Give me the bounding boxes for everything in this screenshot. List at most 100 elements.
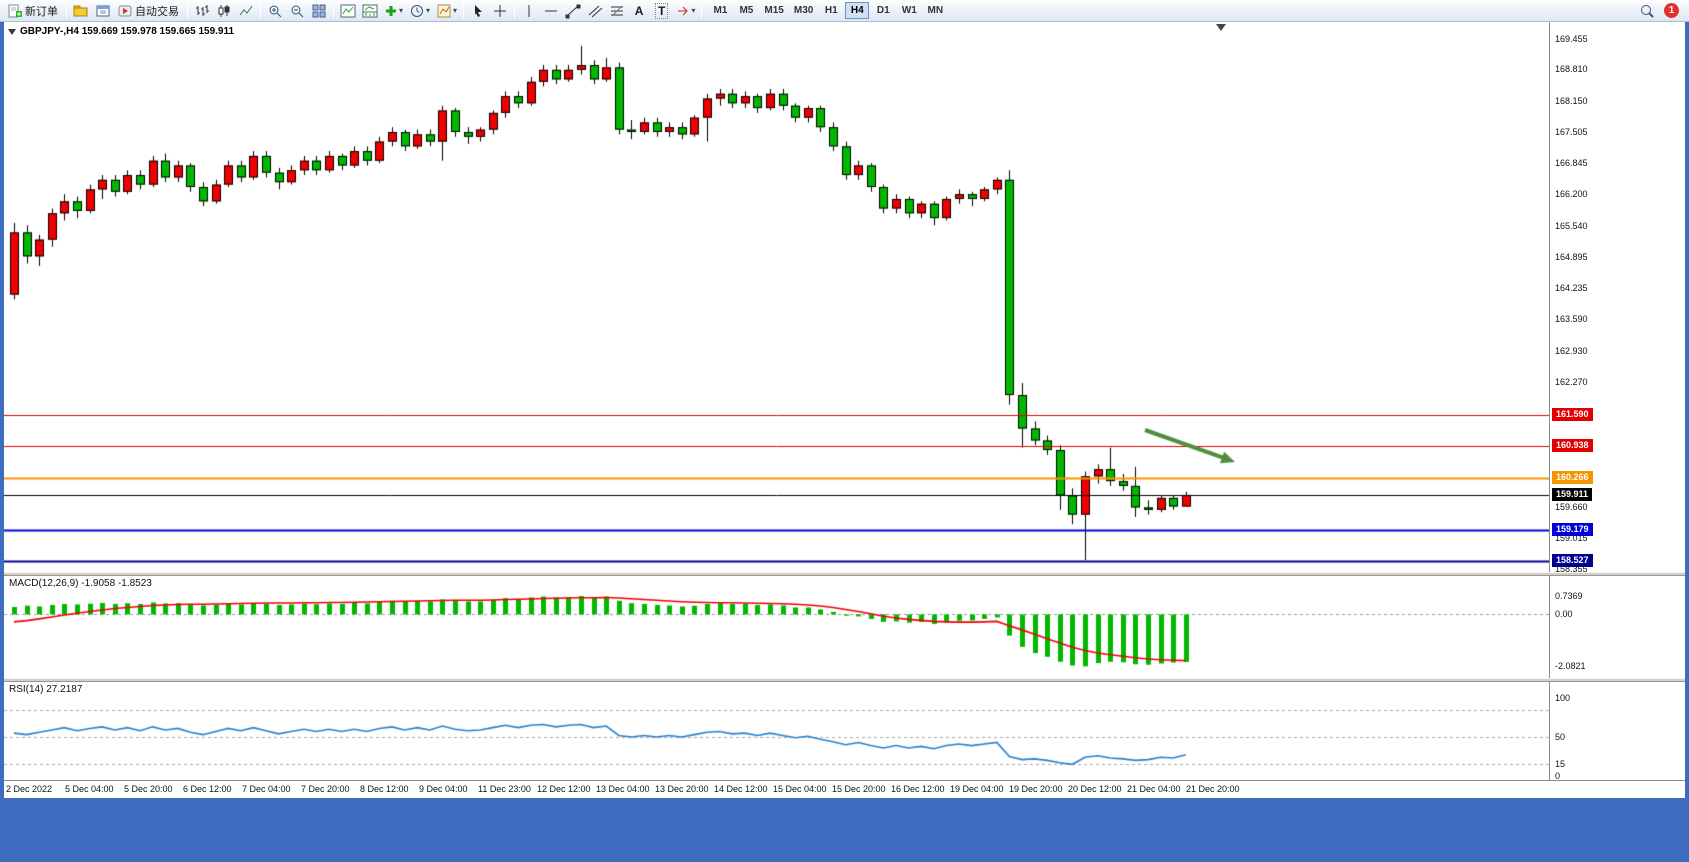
time-axis-label: 15 Dec 04:00 [773, 784, 827, 794]
toolbar-separator [701, 2, 703, 19]
time-axis-label: 19 Dec 04:00 [950, 784, 1004, 794]
timeframe-d1[interactable]: D1 [876, 5, 890, 16]
price-chart-panel: GBPJPY-,H4 159.669 159.978 159.665 159.9… [4, 22, 1685, 575]
line-chart-button[interactable] [235, 1, 257, 21]
time-axis-label: 20 Dec 12:00 [1068, 784, 1122, 794]
price-axis-label: 168.150 [1555, 95, 1588, 106]
autotrading-button[interactable]: 自动交易 [114, 1, 184, 21]
line-chart-icon [239, 5, 253, 15]
add-indicator-button[interactable] [381, 1, 406, 21]
text-icon: A [634, 3, 644, 18]
channel-icon [588, 5, 603, 17]
timeframe-m1[interactable]: M1 [713, 5, 728, 16]
price-axis[interactable]: 169.455 168.810 168.150 167.505 166.845 166.2… [1549, 22, 1685, 575]
price-axis-label: 166.845 [1555, 158, 1588, 169]
vertical-line-icon [528, 4, 530, 17]
indicator-window-button[interactable] [337, 1, 359, 21]
indicator-subwindow-icon [362, 4, 378, 17]
profiles-icon [73, 5, 88, 16]
timeframe-m5[interactable]: M5 [739, 5, 754, 16]
toolbar: 新订单 自动交易 [0, 0, 1689, 22]
zoom-out-button[interactable] [286, 1, 308, 21]
rsi-axis[interactable]: 100 50 15 0 [1549, 682, 1685, 781]
time-axis-label: 14 Dec 12:00 [714, 784, 768, 794]
time-axis-label: 6 Dec 12:00 [183, 784, 232, 794]
timeframe-mn[interactable]: MN [927, 5, 944, 16]
templates-button[interactable] [433, 1, 460, 21]
cursor-button[interactable] [467, 1, 489, 21]
rsi-axis-label: 15 [1555, 759, 1566, 770]
time-axis[interactable]: 2 Dec 2022 5 Dec 04:00 5 Dec 20:00 6 Dec 12… [4, 780, 1685, 798]
channel-button[interactable] [584, 1, 606, 21]
macd-label: MACD(12,26,9) -1.9058 -1.8523 [9, 578, 156, 589]
time-axis-label: 13 Dec 04:00 [596, 784, 650, 794]
crosshair-button[interactable] [489, 1, 511, 21]
horizontal-line-icon [545, 10, 558, 11]
toolbar-separator [66, 2, 67, 19]
panel-resize-separator[interactable] [4, 678, 1685, 682]
search-button[interactable] [1636, 1, 1658, 21]
price-axis-label: 169.455 [1555, 33, 1588, 44]
templates-icon [437, 4, 451, 17]
time-axis-label: 15 Dec 20:00 [832, 784, 886, 794]
price-level-tag: 158.527 [1552, 554, 1593, 568]
candlestick-chart-button[interactable] [213, 1, 235, 21]
toolbar-separator [187, 2, 188, 19]
price-axis-label: 163.590 [1555, 314, 1588, 324]
price-level-tag: 159.179 [1552, 522, 1593, 536]
macd-axis[interactable]: 0.7369 0.00 -2.0821 [1549, 576, 1685, 678]
trendline-button[interactable] [562, 1, 584, 21]
price-axis-label: 158.355 [1555, 564, 1588, 575]
panel-resize-separator[interactable] [4, 572, 1685, 576]
fibonacci-button[interactable] [606, 1, 628, 21]
text-button[interactable]: A [628, 1, 650, 21]
text-label-button[interactable]: T [650, 1, 673, 21]
timeframe-m15[interactable]: M15 [764, 5, 784, 16]
macd-axis-label: 0.7369 [1555, 591, 1583, 602]
toolbar-separator [333, 2, 334, 19]
rsi-canvas[interactable] [4, 682, 1549, 780]
timeframe-m30[interactable]: M30 [793, 5, 814, 16]
rsi-axis-label: 50 [1555, 732, 1566, 742]
tile-windows-button[interactable] [308, 1, 330, 21]
trendline-icon [565, 4, 581, 18]
fibonacci-icon [611, 5, 624, 16]
zoom-in-button[interactable] [264, 1, 286, 21]
price-axis-label: 167.505 [1555, 126, 1588, 137]
search-icon [1641, 4, 1654, 18]
indicator-subwindow-button[interactable] [359, 1, 381, 21]
timeframe-h1[interactable]: H1 [824, 5, 838, 16]
price-axis-label: 159.660 [1555, 501, 1588, 512]
rsi-label: RSI(14) 27.2187 [9, 684, 87, 695]
vertical-line-button[interactable] [518, 1, 540, 21]
data-window-button[interactable] [92, 1, 114, 21]
time-axis-label: 19 Dec 20:00 [1009, 784, 1063, 794]
add-indicator-icon [386, 5, 396, 16]
time-axis-label: 21 Dec 20:00 [1186, 784, 1240, 794]
timeframe-w1[interactable]: W1 [901, 5, 917, 16]
macd-canvas[interactable] [4, 576, 1549, 678]
timeframe-h4[interactable]: H4 [845, 2, 870, 19]
notification-badge[interactable]: 1 [1664, 3, 1679, 18]
chart-shift-marker[interactable] [1216, 24, 1226, 31]
indicator-window-icon [340, 4, 356, 17]
periods-button[interactable] [406, 1, 433, 21]
data-window-icon [96, 5, 110, 16]
candlestick-canvas[interactable] [4, 22, 1549, 572]
time-axis-label: 11 Dec 23:00 [478, 784, 531, 794]
bar-chart-icon [196, 4, 209, 16]
profiles-button[interactable] [70, 1, 92, 21]
price-level-tag: 161.590 [1552, 407, 1593, 421]
rsi-axis-label: 100 [1555, 693, 1571, 703]
arrows-button[interactable] [673, 1, 698, 21]
price-axis-label: 159.015 [1555, 532, 1588, 543]
macd-panel: MACD(12,26,9) -1.9058 -1.8523 0.7369 0.00… [4, 576, 1685, 678]
macd-axis-label: 0.00 [1555, 609, 1573, 620]
rsi-panel: RSI(14) 27.2187 100 50 15 0 [4, 682, 1685, 781]
price-level-tag: 160.938 [1552, 438, 1593, 452]
horizontal-line-button[interactable] [540, 1, 562, 21]
new-order-button[interactable]: 新订单 [4, 1, 63, 21]
bar-chart-button[interactable] [191, 1, 213, 21]
one-click-trading-toggle[interactable] [8, 29, 18, 37]
